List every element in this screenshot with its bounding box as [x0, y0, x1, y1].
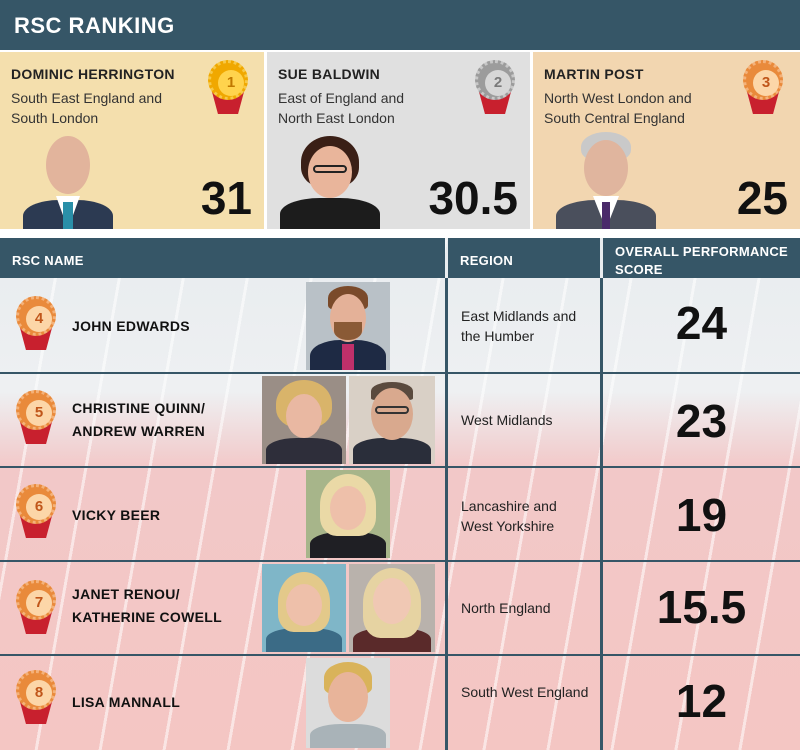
- rsc-name: CHRISTINE QUINN/ ANDREW WARREN: [72, 400, 206, 439]
- table-row: 4 JOHN EDWARDS East Midlands and the Hum…: [0, 278, 800, 372]
- avatar: [262, 376, 346, 464]
- region-text: South West England: [461, 684, 589, 700]
- avatar: [306, 658, 390, 748]
- medal-rank: 4: [26, 306, 52, 332]
- avatar: [349, 376, 435, 464]
- avatar: [275, 132, 385, 229]
- podium-name: MARTIN POST: [544, 66, 644, 82]
- table-row: 8 LISA MANNALL South West England 12: [0, 656, 800, 750]
- table-row: 6 VICKY BEER Lancashire and West Yorkshi…: [0, 468, 800, 560]
- region-text: Lancashire and West Yorkshire: [461, 498, 557, 534]
- gold-medal-icon: 1: [206, 60, 250, 118]
- podium-first-place: DOMINIC HERRINGTON South East England an…: [0, 52, 264, 229]
- column-header-rsc-name: RSC NAME: [0, 238, 445, 278]
- podium-second-place: SUE BALDWIN East of England and North Ea…: [267, 52, 530, 229]
- avatar: [262, 564, 346, 652]
- column-header-region: REGION: [448, 238, 600, 278]
- bronze-medal-icon: 5: [14, 390, 58, 448]
- podium-name: SUE BALDWIN: [278, 66, 381, 82]
- podium-region: South East England and South London: [11, 90, 163, 126]
- avatar: [18, 132, 118, 229]
- rsc-name: VICKY BEER: [72, 507, 161, 523]
- medal-rank: 2: [485, 70, 511, 96]
- medal-rank: 5: [26, 400, 52, 426]
- rsc-name: LISA MANNALL: [72, 694, 181, 710]
- table-row: 5 CHRISTINE QUINN/ ANDREW WARREN West Mi…: [0, 374, 800, 466]
- avatar: [306, 282, 390, 370]
- score-value: 12: [675, 675, 728, 727]
- podium-third-place: MARTIN POST North West London and South …: [533, 52, 800, 229]
- podium-region: North West London and South Central Engl…: [544, 90, 692, 126]
- rsc-name: JOHN EDWARDS: [72, 318, 190, 334]
- avatar: [551, 130, 661, 229]
- bronze-medal-icon: 8: [14, 670, 58, 728]
- page-title: RSC RANKING: [14, 13, 175, 38]
- podium-score: 31: [200, 172, 252, 224]
- score-value: 15.5: [656, 581, 747, 633]
- ranking-table: RSC NAME REGION OVERALL PERFORMANCE SCOR…: [0, 238, 800, 750]
- column-header-score: OVERALL PERFORMANCE SCORE: [603, 238, 800, 278]
- bronze-medal-icon: 7: [14, 580, 58, 638]
- silver-medal-icon: 2: [473, 60, 517, 118]
- bronze-medal-icon: 6: [14, 484, 58, 542]
- score-value: 19: [675, 489, 728, 541]
- podium-name: DOMINIC HERRINGTON: [11, 66, 175, 82]
- page-header: RSC RANKING: [0, 0, 800, 50]
- podium-score: 25: [736, 172, 788, 224]
- region-text: East Midlands and the Humber: [461, 308, 577, 344]
- medal-rank: 1: [218, 70, 244, 96]
- score-value: 24: [675, 297, 728, 349]
- medal-rank: 3: [753, 70, 779, 96]
- region-text: North England: [461, 600, 551, 616]
- podium-region: East of England and North East London: [278, 90, 405, 126]
- medal-rank: 7: [26, 590, 52, 616]
- avatar: [349, 564, 435, 652]
- bronze-medal-icon: 3: [741, 60, 785, 118]
- region-text: West Midlands: [461, 412, 553, 428]
- bronze-medal-icon: 4: [14, 296, 58, 354]
- medal-rank: 8: [26, 680, 52, 706]
- table-row: 7 JANET RENOU/ KATHERINE COWELL North En…: [0, 562, 800, 654]
- medal-rank: 6: [26, 494, 52, 520]
- rsc-name: JANET RENOU/ KATHERINE COWELL: [72, 586, 222, 625]
- avatar: [306, 470, 390, 558]
- podium-score: 30.5: [428, 172, 518, 224]
- score-value: 23: [675, 395, 728, 447]
